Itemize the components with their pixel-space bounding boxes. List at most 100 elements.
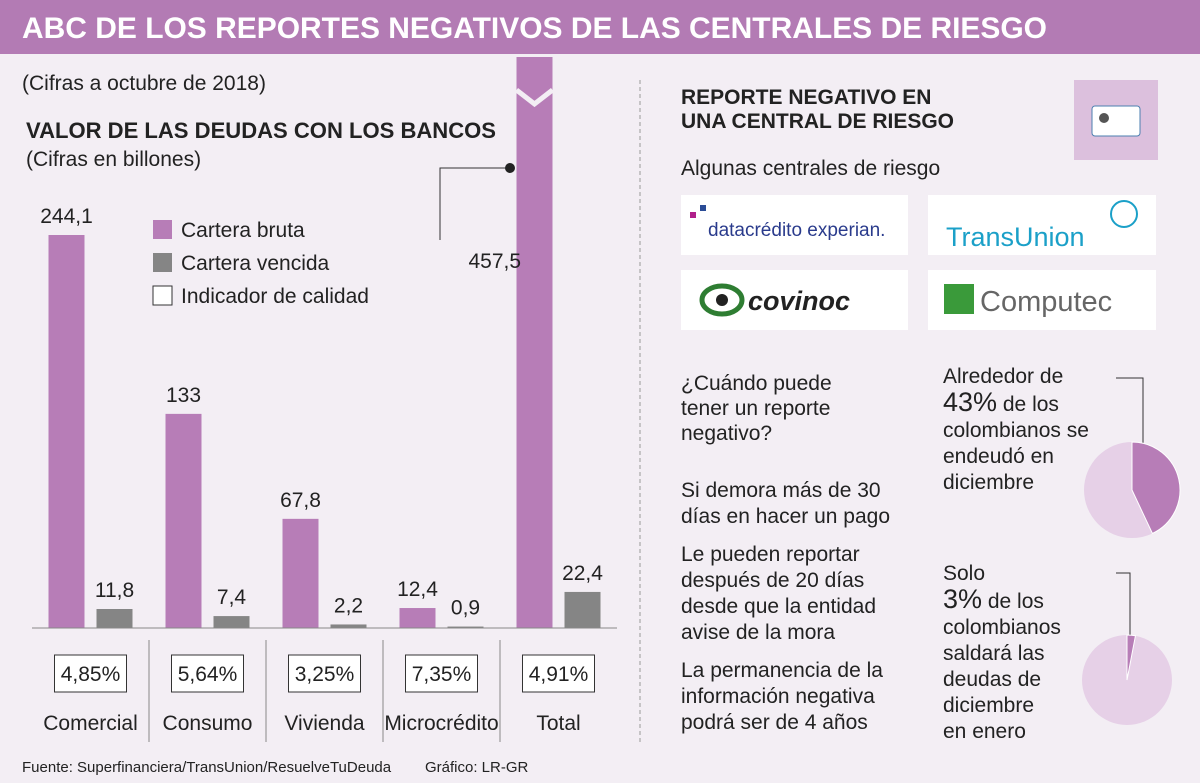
value-label: 67,8 bbox=[280, 489, 321, 512]
pie-text: colombianos se bbox=[943, 419, 1089, 442]
legend-swatch bbox=[152, 285, 173, 306]
logo-mark bbox=[1110, 200, 1138, 228]
pie-text: diciembre bbox=[943, 471, 1034, 494]
bar bbox=[564, 591, 601, 628]
value-label: 22,4 bbox=[562, 562, 603, 585]
pie-text: en enero bbox=[943, 720, 1026, 743]
bar bbox=[48, 234, 85, 628]
bar bbox=[447, 626, 484, 628]
legend-label: Cartera bruta bbox=[181, 219, 305, 242]
pie-text: de los bbox=[997, 393, 1059, 416]
quality-box bbox=[171, 654, 244, 693]
quality-box bbox=[288, 654, 361, 693]
note: (Cifras a octubre de 2018) bbox=[22, 72, 266, 95]
quality-label: 5,64% bbox=[178, 663, 238, 686]
icon-head bbox=[1099, 113, 1109, 123]
chart-title: VALOR DE LAS DEUDAS CON LOS BANCOS bbox=[26, 118, 496, 143]
bar bbox=[399, 608, 436, 628]
pie-text: colombianos bbox=[943, 616, 1061, 639]
x-tick-label: Vivienda bbox=[284, 712, 364, 735]
x-tick-label: Consumo bbox=[163, 712, 253, 735]
bar bbox=[96, 609, 133, 628]
pie-text: deudas de bbox=[943, 668, 1041, 691]
pie-text: saldará las bbox=[943, 642, 1045, 665]
logo-text: covinoc bbox=[748, 286, 850, 316]
quality-label: 3,25% bbox=[295, 663, 355, 686]
panel-title: REPORTE NEGATIVO EN bbox=[681, 86, 931, 109]
point-text: Si demora más de 30 bbox=[681, 479, 881, 502]
leader-line bbox=[1116, 572, 1131, 640]
point-text: Le pueden reportar bbox=[681, 543, 860, 566]
pie-slice bbox=[1126, 634, 1137, 681]
pie-text: diciembre bbox=[943, 694, 1034, 717]
quality-box bbox=[54, 654, 127, 693]
quality-box bbox=[405, 654, 478, 693]
logo-text: datacrédito experian. bbox=[708, 220, 885, 241]
legend-label: Indicador de calidad bbox=[181, 285, 369, 308]
point-text: avise de la mora bbox=[681, 621, 835, 644]
pie-text: 3% de los bbox=[943, 584, 1044, 614]
value-label: 7,4 bbox=[217, 586, 247, 609]
title: ABC DE LOS REPORTES NEGATIVOS DE LAS CEN… bbox=[22, 12, 1047, 45]
pie-text: Alrededor de bbox=[943, 365, 1063, 388]
panel-title: UNA CENTRAL DE RIESGO bbox=[681, 110, 954, 133]
pie-slice bbox=[1131, 441, 1181, 535]
value-label: 2,2 bbox=[334, 594, 363, 617]
logo-text: Computec bbox=[980, 286, 1112, 318]
point-text: desde que la entidad bbox=[681, 595, 876, 618]
logo-mark bbox=[944, 284, 974, 314]
legend-label: Cartera vencida bbox=[181, 252, 330, 275]
leader-line bbox=[1116, 377, 1144, 450]
logo-dot bbox=[700, 205, 706, 211]
value-label: 12,4 bbox=[397, 578, 438, 601]
pie-text: de los bbox=[982, 590, 1044, 613]
panel-subtitle: Algunas centrales de riesgo bbox=[681, 157, 940, 180]
point-text: información negativa bbox=[681, 685, 875, 708]
pie-text: Solo bbox=[943, 562, 985, 585]
legend-swatch bbox=[153, 253, 172, 272]
pie-value: 3% bbox=[943, 584, 982, 614]
value-label: 133 bbox=[166, 384, 201, 407]
leader-dot bbox=[505, 163, 515, 173]
credit: Gráfico: LR-GR bbox=[425, 759, 529, 776]
question: tener un reporte bbox=[681, 397, 830, 420]
question: negativo? bbox=[681, 422, 772, 445]
bar bbox=[213, 616, 250, 628]
x-tick-label: Comercial bbox=[43, 712, 138, 735]
value-label: 457,5 bbox=[469, 250, 522, 273]
logo-text: TransUnion bbox=[946, 222, 1085, 252]
header-bar bbox=[0, 0, 1200, 54]
quality-label: 4,91% bbox=[529, 663, 589, 686]
point-text: días en hacer un pago bbox=[681, 505, 890, 528]
chart-subtitle: (Cifras en billones) bbox=[26, 148, 201, 171]
question: ¿Cuándo puede bbox=[681, 372, 832, 395]
logo-mark bbox=[716, 294, 728, 306]
source: Fuente: Superfinanciera/TransUnion/Resue… bbox=[22, 759, 392, 776]
bar bbox=[282, 518, 319, 628]
bar bbox=[330, 624, 367, 628]
value-label: 11,8 bbox=[95, 579, 134, 602]
pie-text: endeudó en bbox=[943, 445, 1054, 468]
leader-line bbox=[439, 167, 510, 240]
id-card-icon bbox=[1091, 105, 1141, 137]
pie-text: 43% de los bbox=[943, 387, 1059, 417]
quality-box bbox=[522, 654, 595, 693]
value-label: 0,9 bbox=[451, 597, 480, 620]
quality-label: 7,35% bbox=[412, 663, 472, 686]
pie-value: 43% bbox=[943, 387, 997, 417]
point-text: La permanencia de la bbox=[681, 659, 883, 682]
logo-box bbox=[681, 195, 908, 255]
bar bbox=[516, 57, 553, 628]
legend-swatch bbox=[153, 220, 172, 239]
axis-break bbox=[514, 88, 555, 108]
logo-dot bbox=[690, 212, 696, 218]
logo-mark bbox=[699, 283, 745, 317]
value-label: 244,1 bbox=[40, 205, 93, 228]
x-tick-label: Microcrédito bbox=[384, 712, 498, 735]
quality-label: 4,85% bbox=[61, 663, 121, 686]
bar bbox=[165, 413, 202, 628]
x-tick-label: Total bbox=[536, 712, 580, 735]
